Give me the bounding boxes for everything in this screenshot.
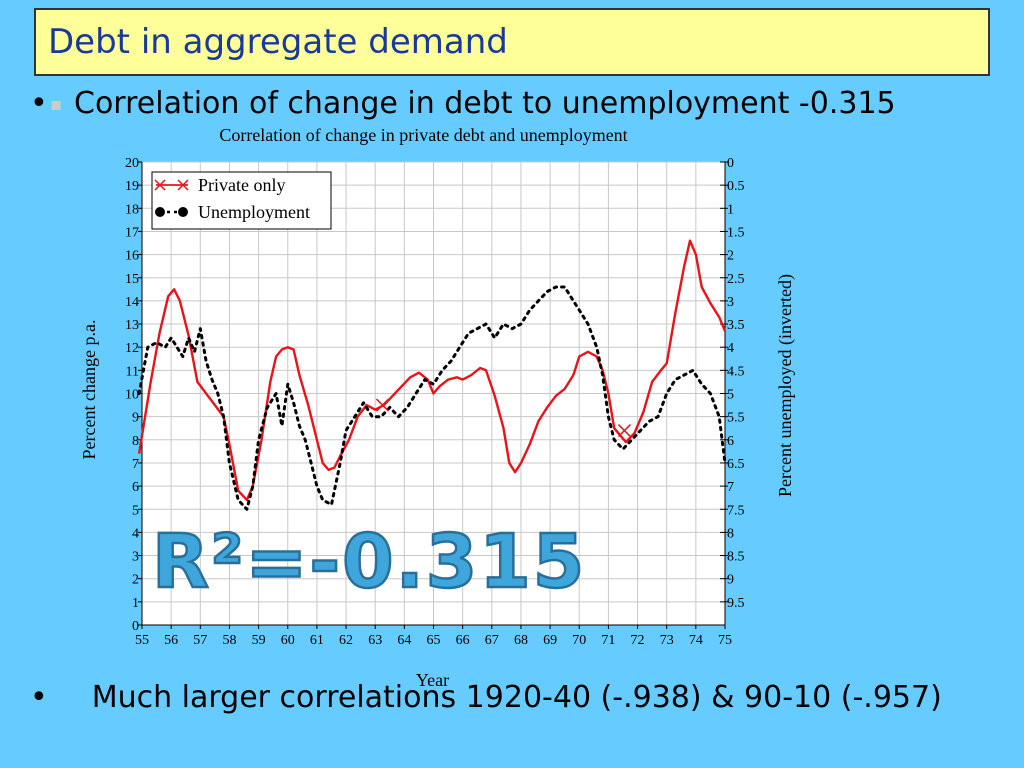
x-tick-label: 56: [164, 633, 178, 648]
bullet-2-marker: •: [30, 680, 48, 715]
y2-tick-label: 1: [727, 202, 734, 217]
x-tick-label: 66: [456, 633, 470, 648]
y-tick-label: 17: [125, 225, 139, 240]
legend-box: [151, 171, 332, 230]
title-box: Debt in aggregate demand: [34, 8, 990, 76]
y-tick-label: 18: [125, 202, 139, 217]
y2-tick-label: 5: [727, 388, 734, 403]
legend-label-unemployment: Unemployment: [198, 202, 310, 222]
y-tick-label: 20: [125, 156, 139, 171]
y-tick-label: 19: [125, 179, 139, 194]
y-tick-label: 14: [125, 295, 139, 310]
y-tick-label: 13: [125, 318, 139, 333]
y-tick-label: 5: [132, 503, 139, 518]
legend-label-private: Private only: [198, 175, 286, 195]
y2-tick-label: 4: [727, 341, 734, 356]
legend-unemployment-marker: [178, 207, 188, 217]
y-tick-label: 1: [132, 596, 139, 611]
bullet-1-marker: •: [30, 86, 48, 121]
y-tick-label: 10: [125, 388, 139, 403]
y-tick-label: 15: [125, 272, 139, 287]
legend-private-marker: [154, 179, 166, 191]
y2-tick-label: 2.5: [727, 272, 745, 287]
y2-tick-label: 8: [727, 526, 734, 541]
y-tick-label: 9: [132, 411, 139, 426]
y2-tick-label: 3.5: [727, 318, 745, 333]
x-tick-label: 55: [135, 633, 149, 648]
x-tick-label: 59: [252, 633, 266, 648]
x-tick-label: 69: [543, 633, 557, 648]
x-axis-label: Year: [416, 670, 449, 690]
private-marker: [617, 424, 631, 438]
series-line-unemployment: [137, 285, 727, 511]
y2-tick-label: 4.5: [727, 364, 745, 379]
y-tick-label: 2: [132, 573, 139, 588]
y-tick-label: 4: [132, 526, 139, 541]
x-tick-label: 75: [718, 633, 732, 648]
x-tick-label: 71: [601, 633, 615, 648]
y2-axis-label: Percent unemployed (inverted): [775, 274, 796, 497]
bullet-2-text: Much larger correlations 1920-40 (-.938)…: [91, 680, 942, 715]
bullet-2: • Much larger correlations 1920-40 (-.938…: [30, 680, 942, 715]
legend-unemployment-marker: [155, 207, 165, 217]
x-tick-label: 74: [689, 633, 703, 648]
y-tick-label: 16: [125, 249, 139, 264]
series-line-private: [137, 239, 727, 502]
x-tick-label: 61: [310, 633, 324, 648]
x-tick-label: 64: [397, 633, 411, 648]
y2-tick-label: 7: [727, 480, 734, 495]
y-tick-label: 0: [132, 619, 139, 634]
bullet-1-sub-marker: ▪: [50, 94, 63, 115]
chart-title: Correlation of change in private debt an…: [219, 125, 627, 145]
y2-tick-label: 3: [727, 295, 734, 310]
y2-tick-label: 0: [727, 156, 734, 171]
private-marker: [375, 398, 390, 412]
y-tick-label: 7: [132, 457, 139, 472]
x-tick-label: 58: [222, 633, 236, 648]
x-tick-label: 70: [572, 633, 586, 648]
y2-tick-label: 9.5: [727, 596, 745, 611]
y2-tick-label: 5.5: [727, 411, 745, 426]
y2-tick-label: 7.5: [727, 503, 745, 518]
x-tick-label: 65: [427, 633, 441, 648]
y-tick-label: 6: [132, 480, 139, 495]
y-tick-label: 8: [132, 434, 139, 449]
y2-tick-label: 2: [727, 249, 734, 264]
y2-tick-label: 0.5: [727, 179, 745, 194]
r-squared-overlay: R²=-0.315: [152, 519, 586, 605]
y2-tick-label: 9: [727, 573, 734, 588]
x-tick-label: 63: [368, 633, 382, 648]
x-tick-label: 68: [514, 633, 528, 648]
y-tick-label: 12: [125, 341, 139, 356]
y-axis-label: Percent change p.a.: [79, 320, 99, 460]
legend-private-marker: [177, 179, 189, 191]
bullet-1-text: Correlation of change in debt to unemplo…: [74, 86, 896, 121]
x-tick-label: 72: [631, 633, 645, 648]
x-tick-label: 57: [193, 633, 207, 648]
y2-tick-label: 6.5: [727, 457, 745, 472]
x-tick-label: 60: [281, 633, 295, 648]
slide-title: Debt in aggregate demand: [48, 22, 508, 62]
y2-tick-label: 1.5: [727, 225, 745, 240]
x-tick-label: 73: [660, 633, 674, 648]
y2-tick-label: 6: [727, 434, 734, 449]
y2-tick-label: 8.5: [727, 550, 745, 565]
x-tick-label: 62: [339, 633, 353, 648]
x-tick-label: 67: [485, 633, 499, 648]
bullet-1: • ▪ Correlation of change in debt to unemp…: [30, 86, 896, 121]
y-tick-label: 3: [132, 550, 139, 565]
y-tick-label: 11: [126, 364, 139, 379]
